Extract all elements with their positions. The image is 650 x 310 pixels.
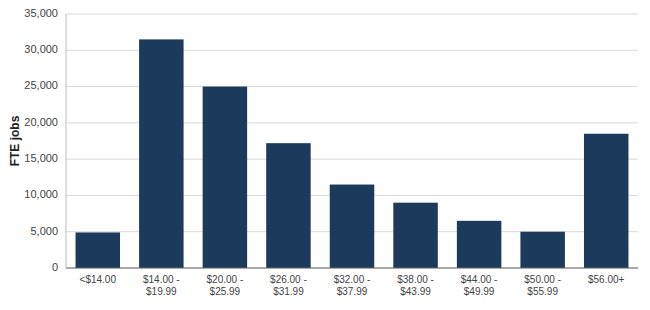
- x-tick-label-line: $38.00 -: [397, 274, 434, 285]
- x-tick-label: $56.00+: [588, 274, 625, 285]
- x-tick-label: $50.00 -$55.99: [524, 274, 561, 297]
- x-tick-label: $44.00 -$49.99: [461, 274, 498, 297]
- x-tick-label: $20.00 -$25.99: [207, 274, 244, 297]
- chart-svg: 0 5,000 10,000 15,000 20,000 25,000 30,000 35,0…: [0, 0, 650, 310]
- x-tick-label-line: $20.00 -: [207, 274, 244, 285]
- y-ticks: 0 5,000 10,000 15,000 20,000 25,000 30,000 35,0…: [24, 7, 58, 273]
- bars: [76, 39, 629, 268]
- x-tick-label-line: $50.00 -: [524, 274, 561, 285]
- y-tick-label: 5,000: [30, 225, 58, 237]
- x-tick-label-line: $26.00 -: [270, 274, 307, 285]
- x-tick-label: $38.00 -$43.99: [397, 274, 434, 297]
- grid: [66, 14, 638, 268]
- x-tick-label-line: $32.00 -: [334, 274, 371, 285]
- x-tick-label-line: $44.00 -: [461, 274, 498, 285]
- x-tick-label-line: $55.99: [527, 286, 558, 297]
- y-tick-label: 0: [52, 261, 58, 273]
- y-axis-label: FTE jobs: [8, 115, 22, 166]
- y-tick-label: 10,000: [24, 188, 58, 200]
- y-tick-label: 25,000: [24, 79, 58, 91]
- bar: [584, 134, 628, 268]
- y-axis-line: [66, 14, 67, 268]
- bar: [520, 232, 564, 268]
- bar: [266, 143, 310, 268]
- x-tick-label-line: $31.99: [273, 286, 304, 297]
- x-tick-label-line: $25.99: [210, 286, 241, 297]
- bar: [457, 221, 501, 268]
- x-tick-label-line: <$14.00: [80, 274, 117, 285]
- x-tick-label-line: $49.99: [464, 286, 495, 297]
- y-tick-label: 15,000: [24, 152, 58, 164]
- bar: [203, 87, 247, 268]
- x-axis-line: [66, 268, 638, 269]
- x-tick-label-line: $37.99: [337, 286, 368, 297]
- x-tick-label-line: $43.99: [400, 286, 431, 297]
- x-tick-label: $14.00 -$19.99: [143, 274, 180, 297]
- grid-line: [66, 268, 638, 269]
- y-tick-label: 20,000: [24, 116, 58, 128]
- y-tick-label: 30,000: [24, 43, 58, 55]
- chart-container: 0 5,000 10,000 15,000 20,000 25,000 30,000 35,0…: [0, 0, 650, 310]
- bar: [139, 39, 183, 268]
- bar: [76, 232, 120, 268]
- bar: [330, 185, 374, 268]
- x-tick-label: $32.00 -$37.99: [334, 274, 371, 297]
- x-tick-label-line: $56.00+: [588, 274, 625, 285]
- bar: [393, 203, 437, 268]
- grid-line: [66, 14, 638, 15]
- x-tick-label-line: $14.00 -: [143, 274, 180, 285]
- y-tick-label: 35,000: [24, 7, 58, 19]
- x-tick-label: $26.00 -$31.99: [270, 274, 307, 297]
- x-tick-label: <$14.00: [80, 274, 117, 285]
- x-ticks: <$14.00 $14.00 -$19.99 $20.00 -$25.99 $26.0…: [80, 274, 625, 297]
- x-tick-label-line: $19.99: [146, 286, 177, 297]
